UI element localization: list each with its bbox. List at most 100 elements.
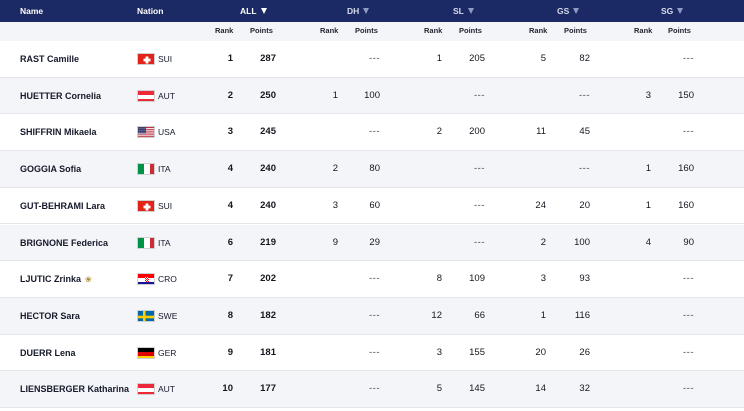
flag-ger-icon — [137, 346, 155, 359]
sg-rank: 3 — [645, 89, 651, 101]
dh-points: 80 — [369, 163, 380, 175]
all-rank: 2 — [227, 89, 233, 101]
sg-points-header: Points — [668, 26, 691, 35]
athlete-name[interactable]: GUT-BEHRAMI Lara — [20, 188, 105, 224]
all-points-header: Points — [250, 26, 273, 35]
sort-sg-button[interactable]: SG — [661, 0, 684, 22]
sg-points: 90 — [683, 236, 694, 248]
sg-points: 150 — [678, 89, 694, 101]
dh-points: --- — [369, 126, 380, 138]
header-nation[interactable]: Nation — [137, 0, 163, 22]
sl-points: --- — [474, 163, 485, 175]
flag-aut-icon — [137, 383, 155, 396]
dh-points: --- — [369, 383, 380, 395]
header-all-label: ALL — [240, 6, 257, 16]
gs-points: 100 — [574, 236, 590, 248]
sl-rank: 3 — [436, 346, 442, 358]
sl-rank: 1 — [436, 53, 442, 64]
athlete-name-text: HUETTER Cornelia — [20, 90, 102, 101]
nation-code: SWE — [158, 310, 178, 321]
athlete-name[interactable]: DUERR Lena — [20, 335, 76, 371]
athlete-name-text: GOGGIA Sofia — [20, 164, 82, 175]
gs-points: --- — [579, 89, 590, 101]
header-name[interactable]: Name — [20, 0, 43, 22]
dh-points: 60 — [369, 199, 380, 211]
nation-code: ITA — [158, 164, 171, 175]
athlete-name[interactable]: BRIGNONE Federica — [20, 225, 108, 261]
sl-points: 145 — [469, 383, 485, 395]
gs-rank: 11 — [536, 126, 546, 138]
header-nation-label: Nation — [137, 6, 164, 16]
sg-points: --- — [683, 53, 694, 64]
all-points: 250 — [260, 89, 276, 101]
flag-sui-icon — [137, 53, 155, 65]
all-points: 219 — [260, 236, 276, 248]
athlete-name-text: LIENSBERGER Katharina — [20, 384, 130, 395]
athlete-name[interactable]: GOGGIA Sofia — [20, 151, 81, 187]
table-row: HECTOR Sara SWE 8 182 --- 12 66 1 116 --- — [0, 297, 744, 335]
table-subheader: Rank Points Rank Points Rank Points Rank… — [0, 22, 744, 41]
athlete-name-text: BRIGNONE Federica — [20, 237, 109, 248]
dh-rank: 3 — [332, 199, 338, 211]
athlete-name[interactable]: HECTOR Sara — [20, 298, 80, 334]
all-rank: 4 — [227, 163, 233, 175]
dh-points: --- — [369, 273, 380, 285]
dh-points: --- — [369, 346, 380, 358]
sl-rank: 5 — [436, 383, 442, 395]
gs-points: 93 — [579, 273, 590, 285]
sl-points: 109 — [469, 273, 485, 285]
table-row: LIENSBERGER Katharina AUT 10 177 --- 5 145 14 32… — [0, 371, 744, 408]
all-rank: 1 — [227, 53, 233, 64]
sort-gs-button[interactable]: GS — [557, 0, 580, 22]
athlete-name-text: RAST Camille — [20, 54, 80, 64]
sort-sl-button[interactable]: SL — [453, 0, 474, 22]
sl-rank: 8 — [436, 273, 442, 285]
sl-points: 200 — [469, 126, 485, 138]
crystal-globe-icon: ❀ — [85, 275, 92, 285]
table-row: RAST Camille SUI 1 287 --- 1 205 5 82 --- — [0, 41, 744, 78]
flag-aut-icon — [137, 89, 155, 102]
sort-dh-button[interactable]: DH — [347, 0, 370, 22]
nation-code: USA — [158, 127, 176, 138]
sg-points: 160 — [678, 163, 694, 175]
gs-rank: 24 — [535, 199, 546, 211]
nation-code: ITA — [158, 237, 171, 248]
flag-sui-icon — [137, 199, 155, 212]
sg-points: 160 — [678, 199, 694, 211]
header-name-label: Name — [20, 6, 44, 16]
athlete-name-text: DUERR Lena — [20, 347, 76, 358]
gs-rank: 2 — [540, 236, 546, 248]
sl-rank-header: Rank — [424, 26, 443, 35]
all-points: 181 — [260, 346, 276, 358]
athlete-name[interactable]: HUETTER Cornelia — [20, 78, 101, 114]
table-row: SHIFFRIN Mikaela USA 3 245 --- 2 200 11 45 --- — [0, 114, 744, 152]
gs-points: 32 — [579, 383, 590, 395]
nation-code: AUT — [158, 90, 175, 101]
header-sl-label: SL — [453, 6, 464, 16]
all-points: 177 — [260, 383, 276, 395]
sg-rank: 1 — [645, 199, 651, 211]
dh-rank: 9 — [332, 236, 338, 248]
athlete-name[interactable]: LIENSBERGER Katharina — [20, 371, 129, 407]
all-rank: 8 — [227, 309, 233, 321]
gs-points: 20 — [579, 199, 590, 211]
sl-points: 66 — [474, 309, 485, 321]
sl-points: --- — [474, 236, 485, 248]
all-points: 202 — [260, 273, 276, 285]
sort-all-button[interactable]: ALL — [240, 0, 267, 22]
nation-code: CRO — [158, 274, 177, 285]
gs-points: --- — [579, 163, 590, 175]
sort-arrow-icon — [677, 8, 684, 14]
athlete-name[interactable]: SHIFFRIN Mikaela — [20, 114, 97, 150]
sl-points: --- — [474, 199, 485, 211]
nation-code: SUI — [158, 54, 173, 64]
gs-points-header: Points — [564, 26, 587, 35]
table-row: HUETTER Cornelia AUT 2 250 1 100 --- --- 3 150 — [0, 77, 744, 115]
athlete-name[interactable]: RAST Camille — [20, 41, 79, 77]
sg-rank: 1 — [645, 163, 651, 175]
gs-rank: 14 — [535, 383, 546, 395]
dh-rank-header: Rank — [320, 26, 339, 35]
athlete-name[interactable]: LJUTIC Zrinka ❀ — [20, 261, 92, 297]
gs-rank: 1 — [540, 309, 546, 321]
